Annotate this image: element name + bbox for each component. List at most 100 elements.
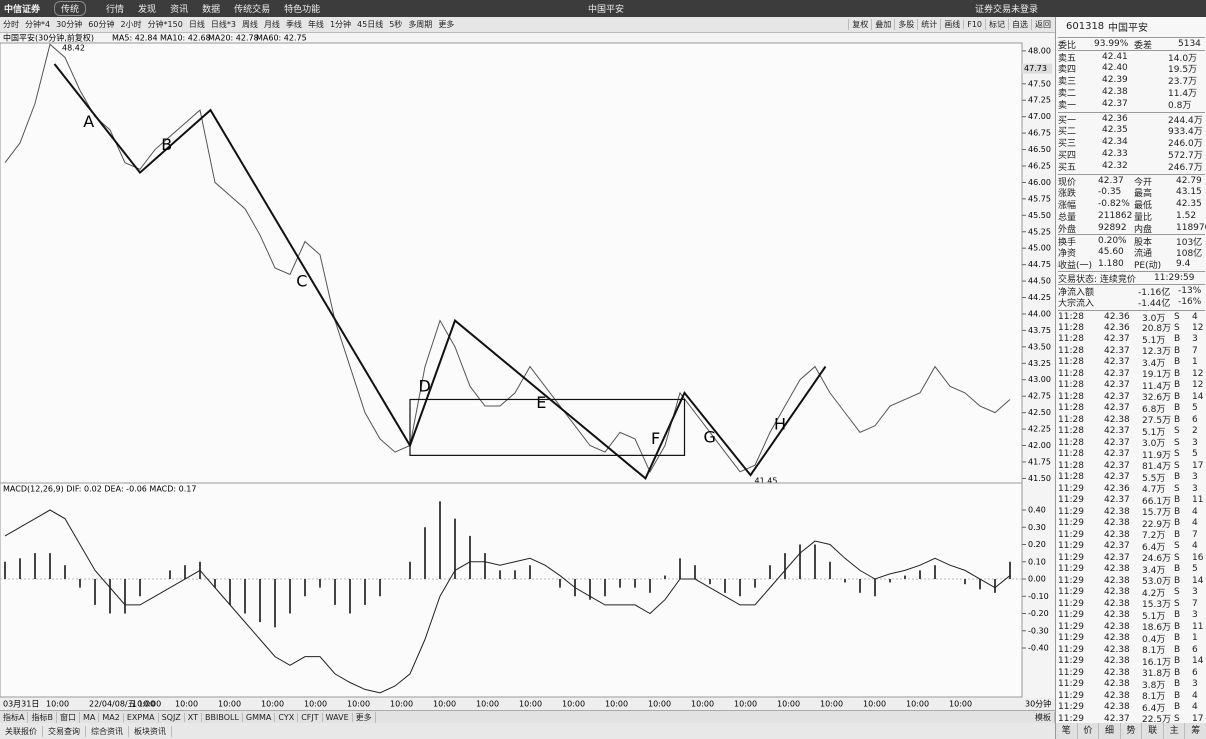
panel-tab[interactable]: 价: [1078, 723, 1100, 739]
indicator-tab[interactable]: MA: [80, 712, 100, 722]
mode-dropdown[interactable]: 传统: [54, 1, 87, 16]
tool-button[interactable]: 统计: [917, 19, 940, 30]
wave-label: C: [296, 271, 307, 290]
trade-row: 11:29 42.38 6.4万 B 4: [1058, 701, 1205, 714]
cell: 委比: [1058, 40, 1077, 51]
indicator-tab[interactable]: WAVE: [323, 712, 353, 722]
period-button[interactable]: 周线: [241, 20, 258, 29]
template-button[interactable]: 模板: [1032, 711, 1055, 723]
period-button[interactable]: 分钟*4: [25, 20, 51, 29]
time-label: 10:00: [949, 700, 972, 709]
period-button[interactable]: 季线: [285, 20, 302, 29]
tool-button[interactable]: F10: [963, 20, 985, 29]
trade-row: 11:29 42.38 31.8万 B 6: [1058, 667, 1205, 680]
wave-line: [53, 63, 827, 480]
indicator-tab[interactable]: 窗口: [57, 711, 80, 723]
panel-tab[interactable]: 筹: [1185, 723, 1206, 739]
period-button[interactable]: 1分钟: [329, 20, 352, 29]
tool-button[interactable]: 自选: [1008, 19, 1031, 30]
menu-item[interactable]: 特色功能: [284, 5, 321, 15]
indicator-tab[interactable]: CYX: [275, 712, 299, 722]
bid-row: 买二 42.35 933.4万: [1058, 124, 1205, 137]
bottom-tab[interactable]: 交易查询: [43, 725, 86, 737]
cell: 11:28: [1058, 460, 1084, 471]
panel-tab[interactable]: 联: [1142, 723, 1164, 739]
high-label: 48.42: [62, 44, 85, 53]
indicator-tab[interactable]: 指标B: [28, 711, 57, 723]
y-tick-label: 42.00: [1028, 441, 1051, 450]
indicator-tab[interactable]: EXPMA: [124, 712, 159, 722]
indicator-tab[interactable]: GMMA: [243, 712, 276, 722]
period-button[interactable]: 日线: [188, 20, 205, 29]
indicator-tab[interactable]: SQJZ: [159, 712, 185, 722]
menu: 行情 发现 资讯 数据 传统交易 特色功能: [106, 2, 334, 15]
time-label: 10:00: [132, 700, 155, 709]
cell: -1.44亿: [1138, 298, 1171, 309]
period-button[interactable]: 分时: [3, 20, 19, 29]
cell: 42.38: [1104, 414, 1130, 425]
cell: 42.39: [1102, 75, 1128, 85]
cell: 涨跌: [1058, 188, 1077, 199]
panel-tab[interactable]: 笔: [1056, 723, 1078, 739]
cell: 42.36: [1104, 483, 1130, 494]
cell: 19.1万: [1142, 370, 1172, 380]
panel-tab[interactable]: 主: [1164, 723, 1186, 739]
tool-button[interactable]: 复权: [848, 19, 871, 30]
panel-tab[interactable]: 势: [1121, 723, 1143, 739]
indicator-tab[interactable]: 指标A: [0, 711, 29, 723]
cell: 14: [1192, 575, 1204, 586]
trade-row: 11:28 42.36 20.8万 S 12: [1058, 322, 1205, 335]
bottom-tab[interactable]: 关联报价: [0, 725, 43, 737]
cell: 4: [1192, 541, 1198, 551]
period-button[interactable]: 年线: [307, 20, 324, 29]
period-button[interactable]: 更多: [438, 20, 455, 29]
menu-item[interactable]: 数据: [202, 5, 221, 15]
cell: 18.6万: [1142, 623, 1172, 633]
indicator-tab[interactable]: 更多: [353, 711, 376, 723]
period-button[interactable]: 多周期: [408, 20, 433, 29]
menu-item[interactable]: 发现: [138, 5, 157, 15]
cell: B: [1174, 679, 1181, 689]
cell: B: [1174, 633, 1181, 643]
logo: 中信证券: [4, 5, 41, 15]
tool-button[interactable]: 画线: [940, 19, 963, 30]
cell: 12: [1192, 322, 1204, 333]
bottom-tab[interactable]: 板块资讯: [129, 725, 172, 737]
bottom-tab[interactable]: 综合资讯: [86, 725, 129, 737]
trade-row: 11:28 42.37 5.1万 S 2: [1058, 425, 1205, 438]
menu-item[interactable]: 资讯: [170, 5, 189, 15]
stat-row: 外盘 92892 内盘 118970: [1058, 222, 1206, 235]
time-label: 10:00: [863, 700, 886, 709]
cell: 6: [1192, 644, 1198, 655]
y-tick-label: 43.50: [1028, 342, 1051, 351]
tool-button[interactable]: 返回: [1031, 19, 1054, 30]
cell: 42.38: [1104, 621, 1130, 632]
indicator-tab[interactable]: XT: [185, 712, 203, 722]
panel-tab[interactable]: 细: [1099, 723, 1121, 739]
menu-item[interactable]: 行情: [106, 5, 125, 15]
period-button[interactable]: 30分钟: [56, 20, 83, 29]
tool-button[interactable]: 叠加: [871, 19, 894, 30]
cell: 11:28: [1058, 334, 1084, 344]
cell: 11:28: [1058, 345, 1084, 356]
period-button[interactable]: 5秒: [389, 20, 403, 29]
period-button[interactable]: 45日线: [357, 20, 384, 29]
indicator-tab[interactable]: MA2: [99, 712, 124, 722]
cell: S: [1174, 437, 1180, 448]
period-button[interactable]: 日线*3: [210, 20, 236, 29]
ratio-row: 委比 93.99% 委差 5134: [1058, 37, 1205, 51]
y-tick-label: 43.75: [1028, 326, 1051, 335]
tool-button[interactable]: 标记: [985, 19, 1008, 30]
period-button[interactable]: 月线: [263, 20, 280, 29]
time-label: 10:00: [304, 700, 327, 709]
tool-button[interactable]: 多股: [894, 19, 917, 30]
menu-item[interactable]: 传统交易: [234, 5, 271, 15]
period-button[interactable]: 60分钟: [88, 20, 115, 29]
wave-label: E: [536, 393, 546, 412]
trade-row: 11:29 42.38 18.6万 B 11: [1058, 621, 1205, 634]
period-button[interactable]: 2小时: [120, 20, 142, 29]
indicator-tab[interactable]: BBIBOLL: [202, 712, 243, 722]
indicator-tab[interactable]: CFJT: [298, 712, 323, 722]
period-button[interactable]: 分钟*150: [147, 20, 183, 29]
macd-plot: [0, 482, 1023, 698]
